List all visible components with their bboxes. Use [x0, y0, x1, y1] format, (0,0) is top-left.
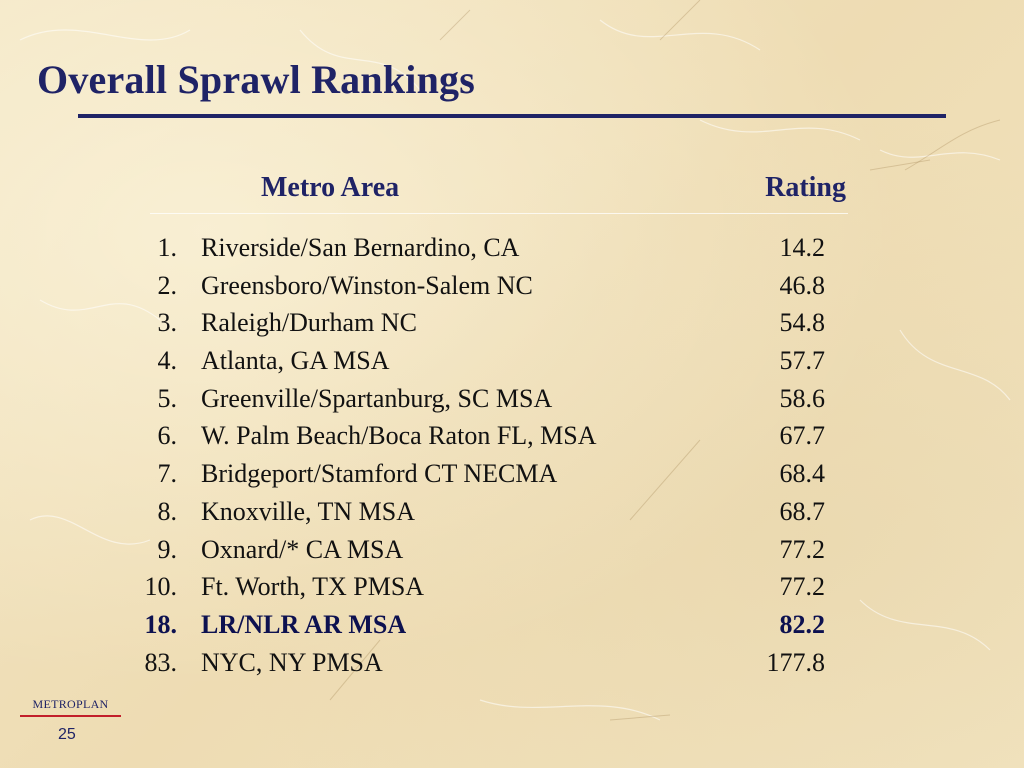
- rank-number: 6.: [157, 421, 178, 451]
- table-row: 9. Oxnard/* CA MSA 77.2: [0, 531, 1024, 569]
- logo-underline: [20, 715, 121, 717]
- rank-number: 10.: [144, 572, 178, 602]
- table-row: 3. Raleigh/Durham NC 54.8: [0, 304, 1024, 342]
- metro-area-name: Oxnard/* CA MSA: [201, 534, 404, 564]
- rating-value: 77.2: [779, 572, 826, 602]
- metro-area-name: Raleigh/Durham NC: [201, 308, 417, 338]
- rating-value: 77.2: [779, 534, 826, 564]
- column-header-metro-area: Metro Area: [261, 172, 400, 203]
- metro-area-name: LR/NLR AR MSA: [201, 609, 407, 639]
- metroplan-logo: METROPLAN: [32, 697, 109, 711]
- table-row: 4. Atlanta, GA MSA 57.7: [0, 342, 1024, 380]
- slide-title: Overall Sprawl Rankings: [37, 57, 475, 102]
- rankings-table: 1. Riverside/San Bernardino, CA 14.2 2. …: [0, 229, 1024, 681]
- rating-value: 68.4: [779, 459, 826, 489]
- slide-number: 25: [58, 726, 76, 743]
- metro-area-name: Knoxville, TN MSA: [201, 496, 416, 526]
- metro-area-name: NYC, NY PMSA: [201, 647, 383, 677]
- rank-number: 3.: [157, 308, 178, 338]
- rating-value: 46.8: [779, 270, 826, 300]
- metro-area-name: Riverside/San Bernardino, CA: [201, 233, 520, 262]
- rating-value: 82.2: [779, 609, 826, 639]
- table-row: 6. W. Palm Beach/Boca Raton FL, MSA 67.7: [0, 417, 1024, 455]
- table-row: 1. Riverside/San Bernardino, CA 14.2: [0, 229, 1024, 267]
- rating-value: 58.6: [779, 383, 826, 413]
- title-underline: [78, 114, 946, 118]
- metro-area-name: Atlanta, GA MSA: [201, 346, 390, 376]
- rank-number: 2.: [157, 270, 178, 300]
- rank-number: 8.: [157, 496, 178, 526]
- table-row-highlighted: 18. LR/NLR AR MSA 82.2: [0, 606, 1024, 644]
- rank-number: 9.: [157, 534, 178, 564]
- rank-number: 7.: [157, 459, 178, 489]
- table-row: 2. Greensboro/Winston-Salem NC 46.8: [0, 267, 1024, 305]
- table-row: 10. Ft. Worth, TX PMSA 77.2: [0, 568, 1024, 606]
- rating-value: 57.7: [779, 346, 826, 376]
- rating-value: 67.7: [779, 421, 826, 451]
- rank-number: 4.: [157, 346, 178, 376]
- metro-area-name: Bridgeport/Stamford CT NECMA: [201, 459, 558, 489]
- metro-area-name: Greenville/Spartanburg, SC MSA: [201, 383, 553, 413]
- table-row: 8. Knoxville, TN MSA 68.7: [0, 493, 1024, 531]
- column-header-rating: Rating: [765, 172, 846, 203]
- table-row: 5. Greenville/Spartanburg, SC MSA 58.6: [0, 380, 1024, 418]
- table-row: 7. Bridgeport/Stamford CT NECMA 68.4: [0, 455, 1024, 493]
- rank-number: 83.: [144, 647, 178, 677]
- table-row: 83. NYC, NY PMSA 177.8: [0, 644, 1024, 682]
- rank-number: 5.: [157, 383, 178, 413]
- rank-number: 1.: [157, 233, 178, 262]
- metro-area-name: W. Palm Beach/Boca Raton FL, MSA: [201, 421, 597, 451]
- header-divider: [150, 213, 848, 214]
- rating-value: 54.8: [779, 308, 826, 338]
- metro-area-name: Ft. Worth, TX PMSA: [201, 572, 425, 602]
- rating-value: 68.7: [779, 496, 826, 526]
- rank-number: 18.: [144, 609, 178, 639]
- rating-value: 177.8: [766, 647, 826, 677]
- rating-value: 14.2: [779, 233, 826, 262]
- metro-area-name: Greensboro/Winston-Salem NC: [201, 270, 533, 300]
